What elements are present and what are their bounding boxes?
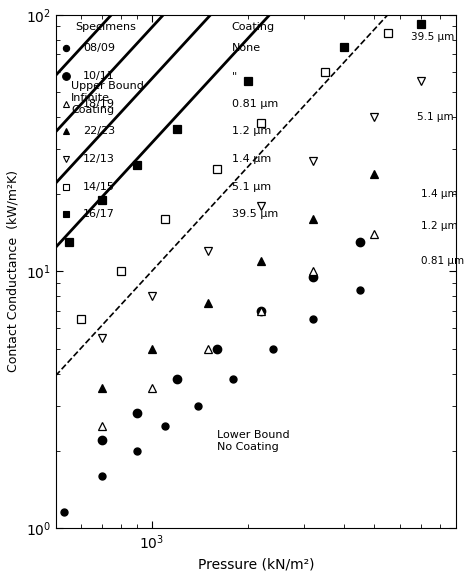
Text: 5.1 μm: 5.1 μm	[417, 112, 454, 122]
Text: 1.2 μm: 1.2 μm	[232, 126, 271, 136]
Text: 5.1 μm: 5.1 μm	[232, 181, 271, 192]
Text: 1.2 μm: 1.2 μm	[421, 221, 458, 231]
Text: 22/23: 22/23	[83, 126, 115, 136]
Text: 1.4 μm: 1.4 μm	[232, 154, 271, 164]
Text: 0.81 μm: 0.81 μm	[421, 256, 464, 266]
Text: 1.4 μm: 1.4 μm	[421, 189, 458, 199]
Text: ": "	[232, 71, 237, 81]
Text: Specimens: Specimens	[76, 23, 137, 32]
Text: 16/17: 16/17	[83, 209, 115, 220]
Text: Lower Bound
No Coating: Lower Bound No Coating	[217, 431, 289, 452]
Text: None: None	[232, 43, 261, 53]
Text: 08/09: 08/09	[83, 43, 115, 53]
Text: 12/13: 12/13	[83, 154, 115, 164]
Text: 39.5 μm: 39.5 μm	[232, 209, 278, 220]
Text: 14/15: 14/15	[83, 181, 115, 192]
Text: 10/11: 10/11	[83, 71, 115, 81]
Text: 39.5 μm: 39.5 μm	[411, 32, 454, 42]
Text: 0.81 μm: 0.81 μm	[232, 98, 278, 109]
Text: 18/19: 18/19	[83, 98, 115, 109]
Text: Upper Bound
Infinite
Coating: Upper Bound Infinite Coating	[72, 81, 144, 114]
X-axis label: Pressure (kN/m²): Pressure (kN/m²)	[198, 557, 314, 571]
Text: Coating: Coating	[232, 23, 275, 32]
Y-axis label: Contact Conductance  (kW/m²K): Contact Conductance (kW/m²K)	[7, 171, 20, 372]
